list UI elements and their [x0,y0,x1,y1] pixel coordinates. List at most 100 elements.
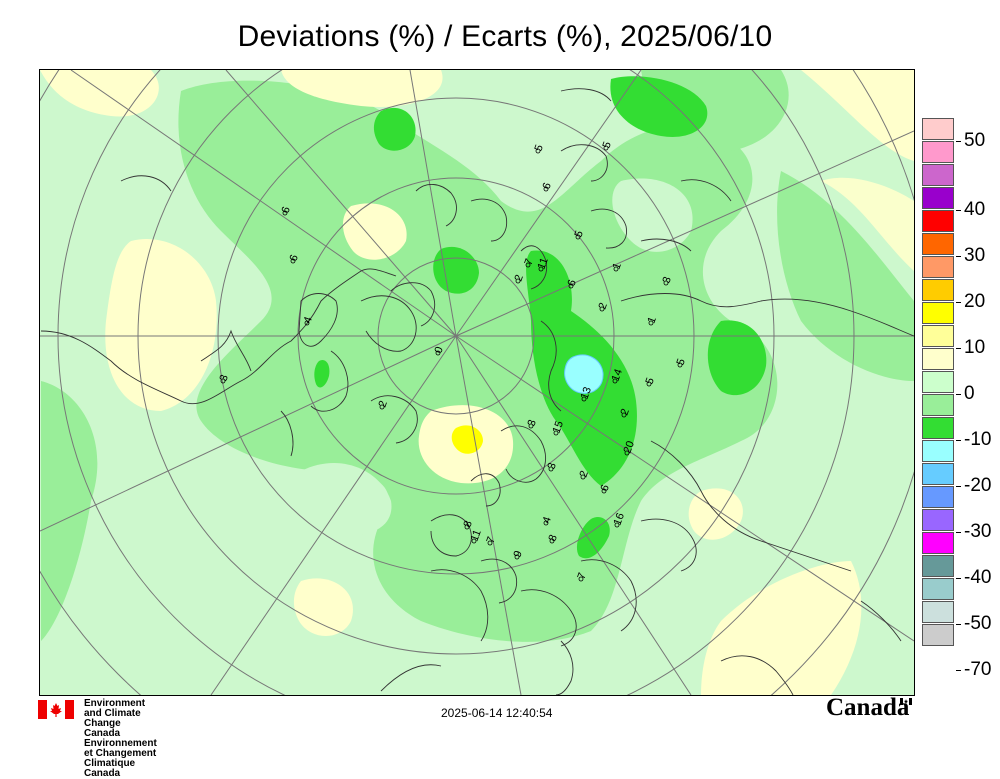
station-value-label: 7 [523,257,536,267]
legend-swatch [922,187,954,209]
station-marker [648,320,654,326]
station-marker [282,210,288,216]
station-marker [528,423,534,429]
station-value-label: 1 [611,261,624,271]
legend-tick-label: 20 [964,291,986,312]
polar-map[interactable]: 5 5 6 6 5 1 3 6 7 11 2 6 2 1 4 0 5 5 3 14 13 2 2 3 15 20 3 2 6 8 4 16 11… [39,69,915,696]
yellow-peak [451,425,483,454]
station-value-label: 4 [541,515,554,525]
station-marker [612,378,618,384]
legend-swatch [922,348,954,370]
station-marker [525,262,531,268]
map-title: Deviations (%) / Ecarts (%), 2025/06/10 [237,20,773,53]
station-marker [677,362,683,368]
station-marker [663,280,669,286]
legend-swatch [922,555,954,577]
station-marker [535,148,541,154]
legend-tick-mark [956,141,961,142]
legend-tick-mark [956,348,961,349]
station-value-label: 5 [533,143,546,153]
legend-tick-label: 10 [964,337,986,358]
legend-swatch [922,302,954,324]
legend-tick-mark [956,210,961,211]
station-marker [614,522,620,528]
station-value-label: 7 [485,535,498,545]
station-value-label: 5 [573,229,586,239]
legend-swatch [922,325,954,347]
station-marker [548,466,554,472]
station-marker [580,474,586,480]
legend-tick-mark [956,394,961,395]
station-marker [514,554,520,560]
canada-flag-icon [38,700,74,719]
legend-swatch [922,601,954,623]
station-marker [220,378,226,384]
station-value-label: 0 [433,345,446,355]
station-marker [621,412,627,418]
legend-swatch [922,509,954,531]
station-marker [624,450,630,456]
station-value-label: 2 [578,469,591,479]
station-value-label: 6 [280,205,293,215]
legend-swatch [922,141,954,163]
legend-swatch [922,440,954,462]
legend-tick-label: -20 [964,475,992,496]
station-value-label: 2 [377,399,390,409]
station-value-label: 5 [601,140,614,150]
legend-tick-label: -50 [964,613,992,634]
station-value-label: 5 [675,357,688,367]
station-value-label: 11 [536,256,551,271]
legend-swatch [922,624,954,646]
station-marker [515,278,521,284]
legend-swatch [922,532,954,554]
station-value-label: 4 [302,315,315,325]
legend-tick-label: -30 [964,521,992,542]
legend-swatch [922,578,954,600]
legend-tick-label: 0 [964,383,975,404]
station-marker [568,283,574,289]
legend-tick-mark [956,670,961,671]
legend-tick-mark [956,302,961,303]
legend-swatch [922,256,954,278]
legend-swatch [922,164,954,186]
station-marker [543,520,549,526]
station-marker [581,396,587,402]
station-marker [304,320,310,326]
station-value-label: 8 [462,519,475,529]
legend-swatch [922,233,954,255]
station-value-label: 7 [576,571,589,581]
station-value-label: 3 [546,461,559,471]
legend-tick-mark [956,578,961,579]
station-value-label: 6 [541,181,554,191]
station-marker [553,430,559,436]
station-marker [464,524,470,530]
legend-swatch [922,210,954,232]
station-value-label: 20 [622,439,637,455]
station-marker [575,234,581,240]
station-value-label: 1 [646,315,659,325]
station-value-label: 14 [610,367,625,383]
light-green-patches [292,98,693,535]
canada-wordmark: Canada [826,694,910,721]
legend-swatch [922,371,954,393]
wordmark-flag-icon [900,698,912,705]
yellow-regions [40,70,914,695]
legend-tick-mark [956,256,961,257]
cyan-minimum [564,354,604,394]
station-value-label: 2 [597,301,610,311]
legend-swatch [922,394,954,416]
legend-tick-mark [956,440,961,441]
legend-swatch [922,118,954,140]
legend-swatch [922,279,954,301]
graticule [40,70,914,695]
station-value-label: 15 [551,419,566,435]
station-value-label: 8 [547,533,560,543]
station-value-label: 3 [218,373,231,383]
legend-tick-label: -10 [964,429,992,450]
station-value-label: 6 [599,483,612,493]
legend-tick-label: 30 [964,245,986,266]
station-value-label: 16 [612,511,627,527]
station-value-label: 11 [469,528,484,543]
